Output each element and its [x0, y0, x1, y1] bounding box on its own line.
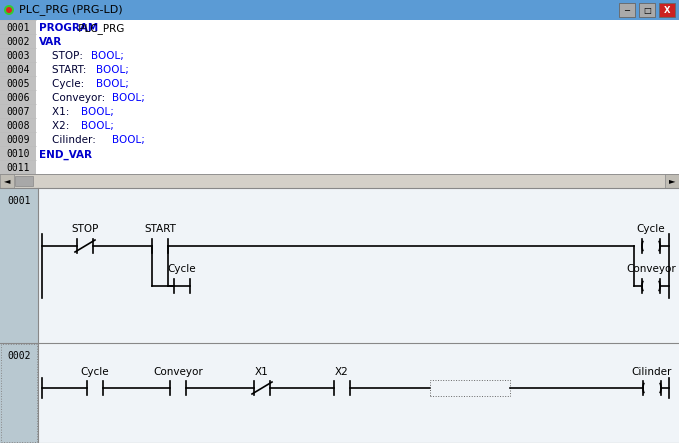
Text: 0008: 0008 [6, 121, 30, 132]
Circle shape [6, 7, 12, 13]
Bar [430, 380, 510, 396]
Bar [1, 344, 37, 442]
Text: STOP:: STOP: [39, 51, 86, 62]
Text: 0001: 0001 [6, 23, 30, 33]
Text: 0002: 0002 [6, 37, 30, 47]
Text: X1:: X1: [39, 107, 73, 117]
Text: 0009: 0009 [6, 136, 30, 145]
Text: BOOL;: BOOL; [91, 51, 124, 62]
Text: BOOL;: BOOL; [96, 79, 129, 89]
Text: X2:: X2: [39, 121, 73, 132]
Text: Cycle: Cycle [168, 264, 196, 274]
Text: Conveyor: Conveyor [626, 264, 676, 274]
Bar [0, 188, 38, 443]
Text: END_VAR: END_VAR [39, 149, 92, 159]
Bar [659, 3, 675, 17]
Text: 0010: 0010 [6, 149, 30, 159]
Bar [15, 176, 33, 186]
Bar [0, 0, 679, 20]
Text: 0006: 0006 [6, 93, 30, 103]
Text: X1: X1 [255, 367, 269, 377]
Bar [0, 174, 679, 188]
Text: X2: X2 [335, 367, 349, 377]
Text: BOOL;: BOOL; [112, 93, 145, 103]
Text: 0007: 0007 [6, 107, 30, 117]
Text: Conveyor: Conveyor [153, 367, 203, 377]
Text: BOOL;: BOOL; [81, 107, 113, 117]
Circle shape [4, 5, 14, 15]
Text: 0004: 0004 [6, 66, 30, 75]
Text: Cycle: Cycle [637, 224, 665, 234]
Bar [639, 3, 655, 17]
Text: ─: ─ [625, 5, 629, 15]
Text: □: □ [643, 5, 651, 15]
Text: Cilinder:: Cilinder: [39, 136, 99, 145]
Text: PLC_PRG (PRG-LD): PLC_PRG (PRG-LD) [19, 4, 123, 16]
Text: BOOL;: BOOL; [81, 121, 113, 132]
Text: ►: ► [669, 176, 675, 186]
Text: 0003: 0003 [6, 51, 30, 62]
Text: ◄: ◄ [4, 176, 10, 186]
Text: PLC_PRG: PLC_PRG [75, 23, 125, 34]
Text: PROGRAM: PROGRAM [39, 23, 98, 33]
Bar [619, 3, 635, 17]
Text: BOOL;: BOOL; [96, 66, 129, 75]
Text: 0005: 0005 [6, 79, 30, 89]
Text: START:: START: [39, 66, 90, 75]
Bar [665, 174, 679, 188]
Text: VAR: VAR [39, 37, 62, 47]
Bar [0, 188, 679, 443]
Text: Cycle: Cycle [81, 367, 109, 377]
Text: 0002: 0002 [7, 351, 31, 361]
Text: BOOL;: BOOL; [112, 136, 145, 145]
Text: 0001: 0001 [7, 196, 31, 206]
Text: 0011: 0011 [6, 163, 30, 173]
Bar [0, 20, 679, 174]
Text: Conveyor:: Conveyor: [39, 93, 109, 103]
Text: Cilinder: Cilinder [632, 367, 672, 377]
Bar [0, 20, 36, 174]
Text: X: X [664, 5, 670, 15]
Bar [0, 174, 14, 188]
Text: START: START [144, 224, 176, 234]
Text: Cycle:: Cycle: [39, 79, 88, 89]
Text: STOP: STOP [71, 224, 98, 234]
